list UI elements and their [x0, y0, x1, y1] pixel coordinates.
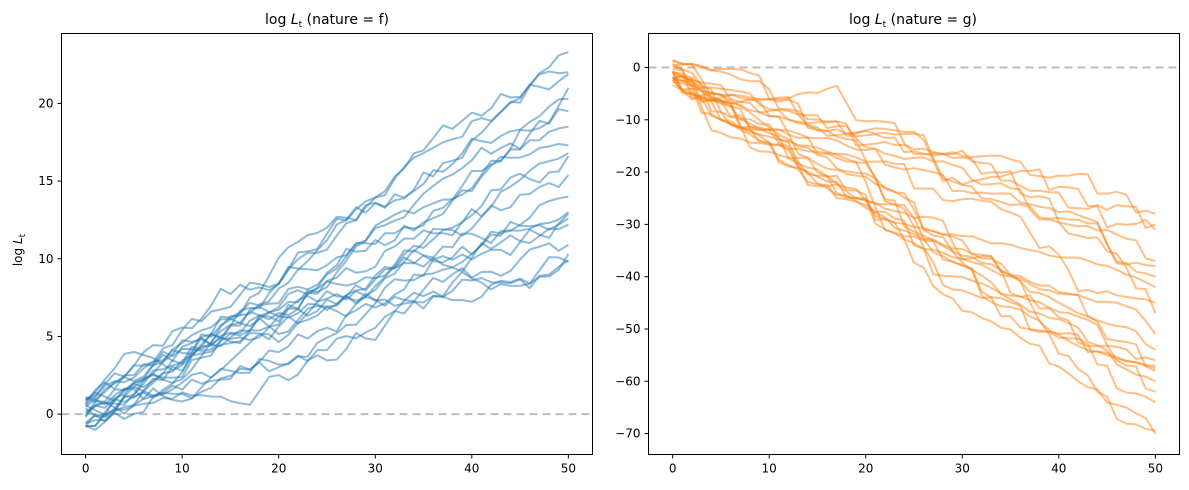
- panel-f-xtick-label: 30: [368, 462, 383, 476]
- panel-g-ytick-label: −20: [615, 165, 640, 179]
- panel-f-frame: [61, 33, 593, 455]
- panel-f-xtick-label: 50: [561, 462, 576, 476]
- panel-f-series-group: [84, 51, 570, 431]
- panel-f-series-line: [85, 259, 569, 403]
- panel-g-xticks: 0 10 20 30 40 50: [669, 454, 1163, 476]
- panel-g: log Lt (nature = g) 0 10 20 30 40 50 −70 −60 −5…: [615, 12, 1180, 476]
- panel-g-xtick-label: 30: [955, 462, 970, 476]
- panel-f-series-line: [84, 70, 569, 406]
- panel-f-series-line: [85, 125, 569, 413]
- panel-f-title: log Lt (nature = f): [265, 12, 389, 30]
- panel-f-xtick-label: 20: [271, 462, 286, 476]
- panel-g-series-group: [671, 58, 1157, 435]
- panel-g-yticks: −70 −60 −50 −40 −30 −20 −10 0: [615, 60, 649, 441]
- panel-g-series-line: [672, 81, 1156, 304]
- panel-f: log Lt (nature = f) log Lt 0 10 20 30 40 50 0…: [11, 12, 593, 476]
- panel-g-ytick-label: −40: [615, 270, 640, 284]
- panel-f-xticks: 0 10 20 30 40 50: [82, 454, 576, 476]
- panel-f-series-line: [85, 73, 570, 401]
- panel-g-xtick-label: 0: [669, 462, 677, 476]
- panel-f-series-line: [84, 108, 569, 417]
- panel-f-series-line: [85, 213, 570, 425]
- panel-f-series-line: [85, 211, 570, 406]
- panel-g-xtick-label: 40: [1051, 462, 1066, 476]
- panel-f-series-line: [84, 256, 569, 402]
- panel-f-series-line: [85, 51, 569, 431]
- panel-g-series-line: [672, 62, 1156, 278]
- panel-f-series-line: [85, 155, 570, 416]
- panel-f-xtick-label: 0: [82, 462, 90, 476]
- panel-g-series-line: [671, 76, 1156, 393]
- panel-g-series-line: [672, 58, 1156, 370]
- panel-f-yticks: 0 5 10 15 20: [38, 96, 62, 421]
- panel-g-series-line: [672, 71, 1157, 314]
- panel-f-xtick-label: 40: [464, 462, 479, 476]
- panel-g-series-line: [671, 79, 1156, 229]
- panel-g-ytick-label: −60: [615, 374, 640, 388]
- panel-g-xtick-label: 50: [1148, 462, 1163, 476]
- panel-f-series-line: [84, 97, 569, 415]
- panel-g-series-line: [672, 59, 1156, 262]
- panel-g-series-line: [672, 77, 1156, 383]
- panel-g-frame: [648, 33, 1180, 455]
- panel-f-series-line: [84, 174, 570, 418]
- panel-g-series-line: [672, 69, 1157, 435]
- panel-f-xtick-label: 10: [175, 462, 190, 476]
- panel-f-series-line: [84, 242, 569, 402]
- panel-g-ytick-label: −30: [615, 217, 640, 231]
- panel-g-title: log Lt (nature = g): [849, 12, 977, 30]
- panel-g-xtick-label: 20: [858, 462, 873, 476]
- panel-g-xtick-label: 10: [762, 462, 777, 476]
- panel-g-series-line: [672, 72, 1156, 404]
- panel-f-series-line: [85, 217, 569, 427]
- panel-g-series-line: [672, 76, 1156, 268]
- panel-f-series-line: [84, 142, 569, 428]
- panel-g-series-line: [672, 77, 1156, 367]
- panel-g-ytick-label: −70: [615, 427, 640, 441]
- panel-f-series-line: [85, 253, 570, 428]
- panel-f-ylabel: log Lt: [11, 233, 28, 266]
- panel-f-ytick-label: 5: [46, 329, 54, 343]
- panel-g-ytick-label: −50: [615, 322, 640, 336]
- panel-f-ytick-label: 20: [38, 96, 53, 110]
- panel-f-ytick-label: 10: [38, 252, 53, 266]
- panel-g-ytick-label: 0: [633, 60, 641, 74]
- panel-f-ytick-label: 15: [38, 174, 53, 188]
- panel-g-ytick-label: −10: [615, 113, 640, 127]
- panel-f-ytick-label: 0: [46, 407, 54, 421]
- panel-g-series-line: [672, 68, 1156, 432]
